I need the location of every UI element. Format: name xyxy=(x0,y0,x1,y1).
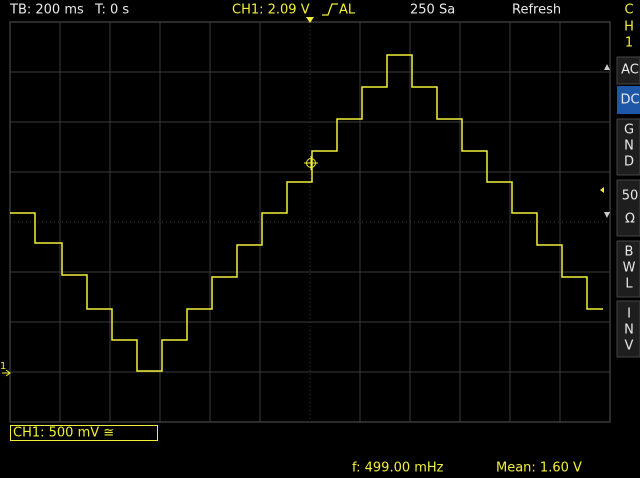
scroll-up-arrow xyxy=(604,64,610,70)
trigger-level-marker xyxy=(600,187,604,193)
button-label: B xyxy=(625,245,634,260)
scroll-down-arrow xyxy=(604,212,610,218)
ac-button[interactable] xyxy=(616,56,640,85)
sample-rate: 250 Sa xyxy=(410,3,455,18)
button-label: N xyxy=(624,139,634,154)
button-label: I xyxy=(627,307,631,322)
trigger-slope-icon xyxy=(322,3,338,16)
button-label: V xyxy=(625,339,634,354)
button-label: N xyxy=(624,323,634,338)
gnd-button[interactable] xyxy=(616,118,640,176)
channel-trigger: CH1: 2.09 V xyxy=(232,3,310,18)
graticule xyxy=(9,21,611,423)
channel-letter: 1 xyxy=(625,36,633,51)
channel-scale-box[interactable] xyxy=(10,425,158,441)
ground-marker-label: 1 xyxy=(0,361,6,372)
channel-letter: C xyxy=(624,3,633,18)
waveform-trace xyxy=(10,54,603,372)
ground-marker-arrow xyxy=(2,369,11,377)
button-label: W xyxy=(623,261,636,276)
trigger-crosshair xyxy=(304,156,318,170)
button-label: G xyxy=(624,123,634,138)
bwl-button[interactable] xyxy=(616,240,640,298)
button-label: 50 xyxy=(622,189,639,204)
timebase: TB: 200 ms xyxy=(9,3,84,18)
side-panel: C H 1 AC DC G N D 50 Ω B W L I N V xyxy=(616,3,640,358)
button-label: DC xyxy=(620,93,639,108)
button-label: Ω xyxy=(625,212,635,227)
dc-button[interactable] xyxy=(617,86,640,114)
impedance-button[interactable] xyxy=(616,179,640,237)
trigger-time: T: 0 s xyxy=(94,3,129,18)
frequency-readout: f: 499.00 mHz xyxy=(352,461,444,476)
channel-letter: H xyxy=(624,20,634,35)
trigger-position-marker xyxy=(306,17,314,23)
acquisition-mode: Refresh xyxy=(512,3,561,18)
button-label: D xyxy=(624,155,634,170)
trigger-mode: AL xyxy=(339,3,356,18)
inv-button[interactable] xyxy=(616,300,640,358)
mean-readout: Mean: 1.60 V xyxy=(496,461,582,476)
button-label: AC xyxy=(621,63,639,78)
button-label: L xyxy=(625,277,633,292)
channel-scale: CH1: 500 mV ≅ xyxy=(13,426,114,441)
